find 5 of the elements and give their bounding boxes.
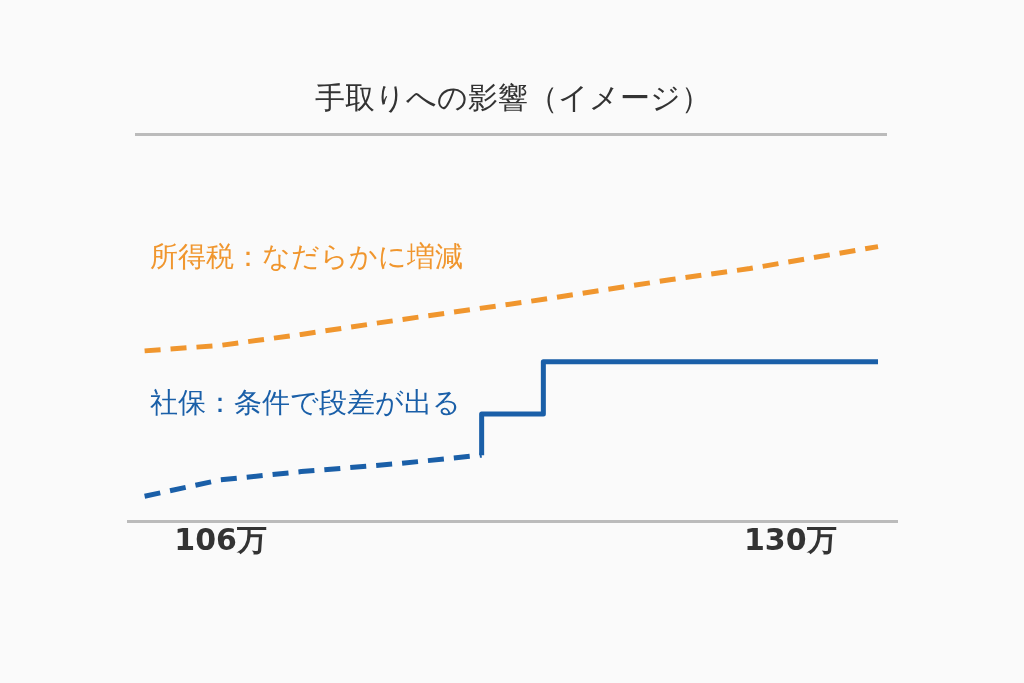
x-tick-label: 130万	[743, 521, 837, 557]
series-label: 社保：条件で段差が出る	[149, 385, 461, 419]
x-tick-label: 106万	[174, 521, 267, 557]
series-label: 所得税：なだらかに増減	[149, 240, 463, 274]
chart-title: 手取りへの影響（イメージ）	[314, 79, 711, 115]
